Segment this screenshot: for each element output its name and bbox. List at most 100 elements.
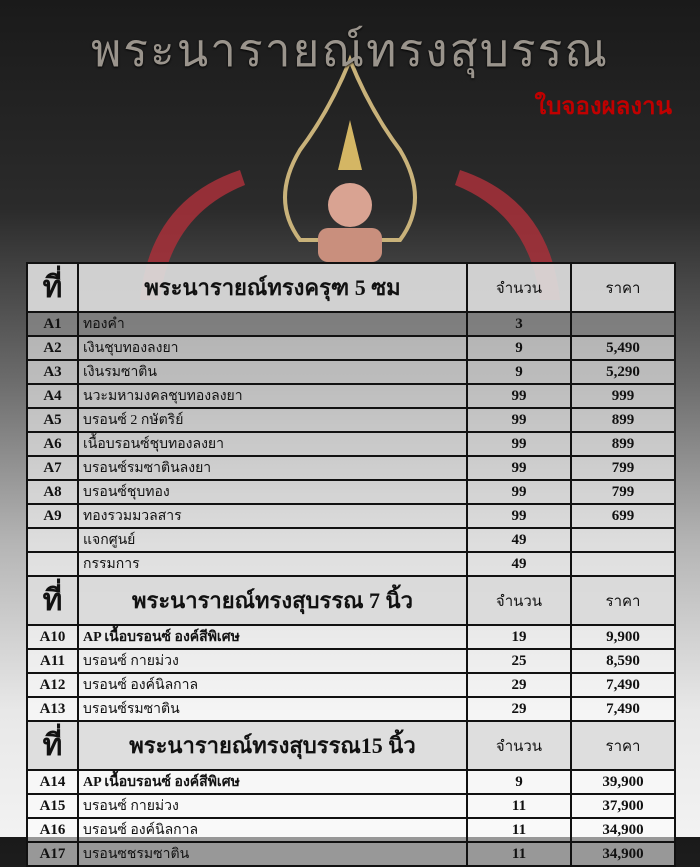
item-code: A9 [26, 503, 79, 529]
item-name: บรอนซ์ องค์นิลกาล [77, 817, 468, 843]
item-code: A12 [26, 672, 79, 698]
item-name: ทองรวมมวลสาร [77, 503, 468, 529]
item-name: บรอนซ์รมซาติน [77, 696, 468, 722]
column-header-quantity: จำนวน [466, 262, 572, 313]
item-quantity: 99 [466, 407, 572, 433]
item-name: นวะมหามงคลชุบทองลงยา [77, 383, 468, 409]
item-quantity: 11 [466, 841, 572, 867]
table-row[interactable]: A7 บรอนซ์รมซาตินลงยา 99 799 [26, 455, 676, 481]
item-price [570, 551, 676, 577]
column-header-price: ราคา [570, 575, 676, 626]
item-name: AP เนื้อบรอนซ์ องค์สีพิเศษ [77, 769, 468, 795]
item-code: A14 [26, 769, 79, 795]
item-quantity: 9 [466, 335, 572, 361]
crown-icon [338, 120, 362, 170]
item-price: 34,900 [570, 817, 676, 843]
order-table: ที่ พระนารายณ์ทรงครุฑ 5 ซม จำนวน ราคา A1 ทองค… [26, 262, 676, 867]
item-price [570, 527, 676, 553]
item-quantity: 11 [466, 793, 572, 819]
item-code: A17 [26, 841, 79, 867]
section-header-row: ที่ พระนารายณ์ทรงสุบรรณ 7 นิ้ว จำนวน ราคา [26, 575, 676, 626]
item-quantity: 99 [466, 383, 572, 409]
item-name: แจกศูนย์ [77, 527, 468, 553]
item-name: บรอนซ์รมซาตินลงยา [77, 455, 468, 481]
item-name: บรอนซ์ กายม่วง [77, 793, 468, 819]
table-row[interactable]: A1 ทองคำ 3 [26, 311, 676, 337]
item-name: เนื้อบรอนซ์ชุบทองลงยา [77, 431, 468, 457]
section-title: พระนารายณ์ทรงสุบรรณ15 นิ้ว [77, 720, 468, 771]
table-row[interactable]: A2 เงินชุบทองลงยา 9 5,490 [26, 335, 676, 361]
table-row[interactable]: A15 บรอนซ์ กายม่วง 11 37,900 [26, 793, 676, 819]
item-price: 7,490 [570, 672, 676, 698]
table-row[interactable]: A16 บรอนซ์ องค์นิลกาล 11 34,900 [26, 817, 676, 843]
item-name: กรรมการ [77, 551, 468, 577]
item-quantity: 25 [466, 648, 572, 674]
item-code: A11 [26, 648, 79, 674]
table-row[interactable]: A3 เงินรมซาติน 9 5,290 [26, 359, 676, 385]
table-row[interactable]: A6 เนื้อบรอนซ์ชุบทองลงยา 99 899 [26, 431, 676, 457]
item-code: A4 [26, 383, 79, 409]
item-code [26, 551, 79, 577]
item-name: บรอนซ์ 2 กษัตริย์ [77, 407, 468, 433]
item-name: บรอนซ์ กายม่วง [77, 648, 468, 674]
table-row[interactable]: กรรมการ 49 [26, 551, 676, 577]
item-quantity: 99 [466, 479, 572, 505]
item-price: 799 [570, 479, 676, 505]
column-header-number: ที่ [26, 575, 79, 626]
table-row[interactable]: A11 บรอนซ์ กายม่วง 25 8,590 [26, 648, 676, 674]
item-code: A1 [26, 311, 79, 337]
item-price: 7,490 [570, 696, 676, 722]
item-name: บรอนซ์ชุบทอง [77, 479, 468, 505]
item-quantity: 99 [466, 455, 572, 481]
item-code: A16 [26, 817, 79, 843]
item-code: A8 [26, 479, 79, 505]
table-row[interactable]: A17 บรอนซชรมซาติน 11 34,900 [26, 841, 676, 867]
item-code: A2 [26, 335, 79, 361]
section-header-row: ที่ พระนารายณ์ทรงสุบรรณ15 นิ้ว จำนวน ราคา [26, 720, 676, 771]
item-price: 999 [570, 383, 676, 409]
section-header-row: ที่ พระนารายณ์ทรงครุฑ 5 ซม จำนวน ราคา [26, 262, 676, 313]
item-quantity: 29 [466, 696, 572, 722]
item-quantity: 29 [466, 672, 572, 698]
table-row[interactable]: A13 บรอนซ์รมซาติน 29 7,490 [26, 696, 676, 722]
page-title: พระนารายณ์ทรงสุบรรณ [90, 23, 610, 77]
item-name: เงินชุบทองลงยา [77, 335, 468, 361]
item-name: ทองคำ [77, 311, 468, 337]
item-price: 799 [570, 455, 676, 481]
item-quantity: 11 [466, 817, 572, 843]
table-row[interactable]: A12 บรอนซ์ องค์นิลกาล 29 7,490 [26, 672, 676, 698]
item-code: A3 [26, 359, 79, 385]
item-quantity: 99 [466, 431, 572, 457]
section-title: พระนารายณ์ทรงครุฑ 5 ซม [77, 262, 468, 313]
item-code: A10 [26, 624, 79, 650]
item-price: 699 [570, 503, 676, 529]
item-price: 34,900 [570, 841, 676, 867]
item-code: A13 [26, 696, 79, 722]
column-header-quantity: จำนวน [466, 720, 572, 771]
table-row[interactable]: แจกศูนย์ 49 [26, 527, 676, 553]
item-quantity: 49 [466, 527, 572, 553]
item-price: 899 [570, 407, 676, 433]
column-header-number: ที่ [26, 262, 79, 313]
column-header-quantity: จำนวน [466, 575, 572, 626]
table-row[interactable]: A14 AP เนื้อบรอนซ์ องค์สีพิเศษ 9 39,900 [26, 769, 676, 795]
table-row[interactable]: A5 บรอนซ์ 2 กษัตริย์ 99 899 [26, 407, 676, 433]
section-title: พระนารายณ์ทรงสุบรรณ 7 นิ้ว [77, 575, 468, 626]
column-header-price: ราคา [570, 262, 676, 313]
table-row[interactable]: A10 AP เนื้อบรอนซ์ องค์สีพิเศษ 19 9,900 [26, 624, 676, 650]
item-quantity: 3 [466, 311, 572, 337]
table-row[interactable]: A8 บรอนซ์ชุบทอง 99 799 [26, 479, 676, 505]
table-row[interactable]: A9 ทองรวมมวลสาร 99 699 [26, 503, 676, 529]
table-row[interactable]: A4 นวะมหามงคลชุบทองลงยา 99 999 [26, 383, 676, 409]
item-price: 5,290 [570, 359, 676, 385]
deity-face [328, 183, 372, 227]
item-quantity: 99 [466, 503, 572, 529]
item-quantity: 9 [466, 359, 572, 385]
item-code: A6 [26, 431, 79, 457]
item-price: 5,490 [570, 335, 676, 361]
item-price: 8,590 [570, 648, 676, 674]
item-quantity: 9 [466, 769, 572, 795]
item-quantity: 49 [466, 551, 572, 577]
column-header-number: ที่ [26, 720, 79, 771]
item-name: เงินรมซาติน [77, 359, 468, 385]
